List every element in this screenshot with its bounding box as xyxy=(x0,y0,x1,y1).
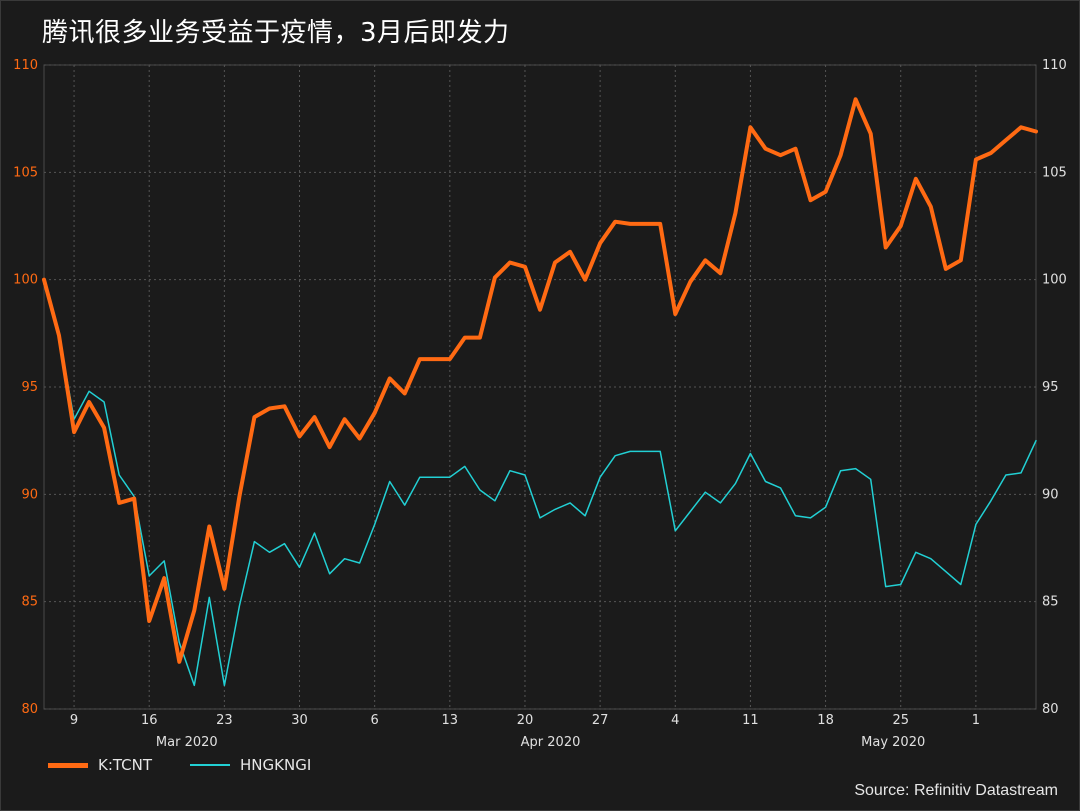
y-tick-label-right: 110 xyxy=(1042,58,1067,73)
y-tick-label-right: 95 xyxy=(1042,380,1059,395)
y-tick-label-right: 85 xyxy=(1042,595,1059,610)
x-tick-label: 18 xyxy=(817,713,834,728)
legend-swatch-hngkngi xyxy=(190,764,231,766)
legend-label-hngkngi: HNGKNGI xyxy=(240,756,312,774)
x-tick-label: 13 xyxy=(442,713,459,728)
x-tick-label: 27 xyxy=(592,713,609,728)
y-tick-label-right: 80 xyxy=(1042,702,1059,717)
y-tick-label-right: 105 xyxy=(1042,165,1067,180)
series-line-tcnt xyxy=(42,97,1038,664)
y-tick-label-right: 90 xyxy=(1042,487,1059,502)
y-tick-label-left: 110 xyxy=(13,58,38,73)
legend-swatch-tcnt xyxy=(48,762,88,768)
y-tick-label-left: 85 xyxy=(21,595,38,610)
x-tick-label: 30 xyxy=(291,713,308,728)
x-tick-label: 1 xyxy=(972,713,980,728)
y-tick-label-left: 90 xyxy=(21,487,38,502)
y-tick-label-left: 95 xyxy=(21,380,38,395)
x-tick-label: 23 xyxy=(216,713,233,728)
x-tick-label: 6 xyxy=(371,713,379,728)
y-tick-label-right: 100 xyxy=(1042,273,1067,288)
y-tick-label-left: 100 xyxy=(13,273,38,288)
x-month-label: May 2020 xyxy=(861,735,925,750)
series-layer xyxy=(42,97,1038,687)
x-tick-label: 20 xyxy=(517,713,534,728)
legend-item-hngkngi: HNGKNGI xyxy=(190,756,311,774)
legend-item-tcnt: K:TCNT xyxy=(48,756,152,774)
x-tick-label: 11 xyxy=(742,713,759,728)
x-tick-label: 9 xyxy=(70,713,78,728)
x-tick-label: 16 xyxy=(141,713,158,728)
series-line-hngkngi xyxy=(43,283,1037,687)
y-tick-label-left: 80 xyxy=(21,702,38,717)
chart-title: 腾讯很多业务受益于疫情，3月后即发力 xyxy=(42,18,510,48)
x-tick-label: 4 xyxy=(671,713,679,728)
legend: K:TCNT HNGKNGI xyxy=(48,756,337,774)
legend-label-tcnt: K:TCNT xyxy=(98,756,153,774)
source-note: Source: Refinitiv Datastream xyxy=(854,782,1058,799)
y-tick-label-left: 105 xyxy=(13,165,38,180)
x-month-label: Mar 2020 xyxy=(156,735,218,750)
grid xyxy=(43,64,1037,710)
x-month-label: Apr 2020 xyxy=(521,735,581,750)
x-tick-label: 25 xyxy=(892,713,909,728)
